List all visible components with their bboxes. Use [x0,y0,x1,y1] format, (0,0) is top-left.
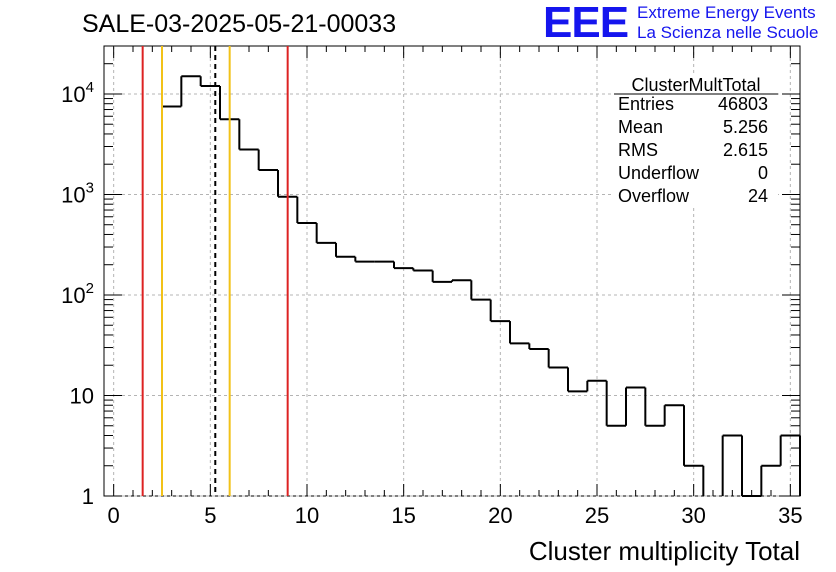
stats-box-title: ClusterMultTotal [631,75,760,95]
y-tick-label: 10 [70,383,94,408]
stats-row-label: RMS [618,140,658,160]
x-tick-label: 15 [391,503,415,528]
stats-row-value: 46803 [718,94,768,114]
x-tick-label: 30 [681,503,705,528]
stats-row-label: Underflow [618,163,700,183]
x-tick-label: 35 [778,503,802,528]
x-tick-label: 5 [204,503,216,528]
eee-logo-line2: La Scienza nelle Scuole [637,23,819,42]
x-tick-label: 25 [585,503,609,528]
eee-logo: EEE [543,0,629,47]
eee-logo-line1: Extreme Energy Events [637,3,816,22]
x-tick-label: 0 [108,503,120,528]
stats-box [614,76,778,206]
x-tick-label: 20 [488,503,512,528]
stats-row-label: Entries [618,94,674,114]
y-tick-label: 1 [82,484,94,509]
stats-row-value: 2.615 [723,140,768,160]
stats-row-value: 0 [758,163,768,183]
y-tick-label: 104 [61,79,94,107]
y-tick-label: 103 [61,179,94,207]
x-axis-label: Cluster multiplicity Total [529,536,800,566]
stats-row-label: Overflow [618,186,690,206]
run-title: SALE-03-2025-05-21-00033 [82,10,397,38]
x-tick-label: 10 [295,503,319,528]
stats-row-label: Mean [618,117,663,137]
stats-row-value: 5.256 [723,117,768,137]
y-tick-label: 102 [61,280,94,308]
stats-row-value: 24 [748,186,768,206]
